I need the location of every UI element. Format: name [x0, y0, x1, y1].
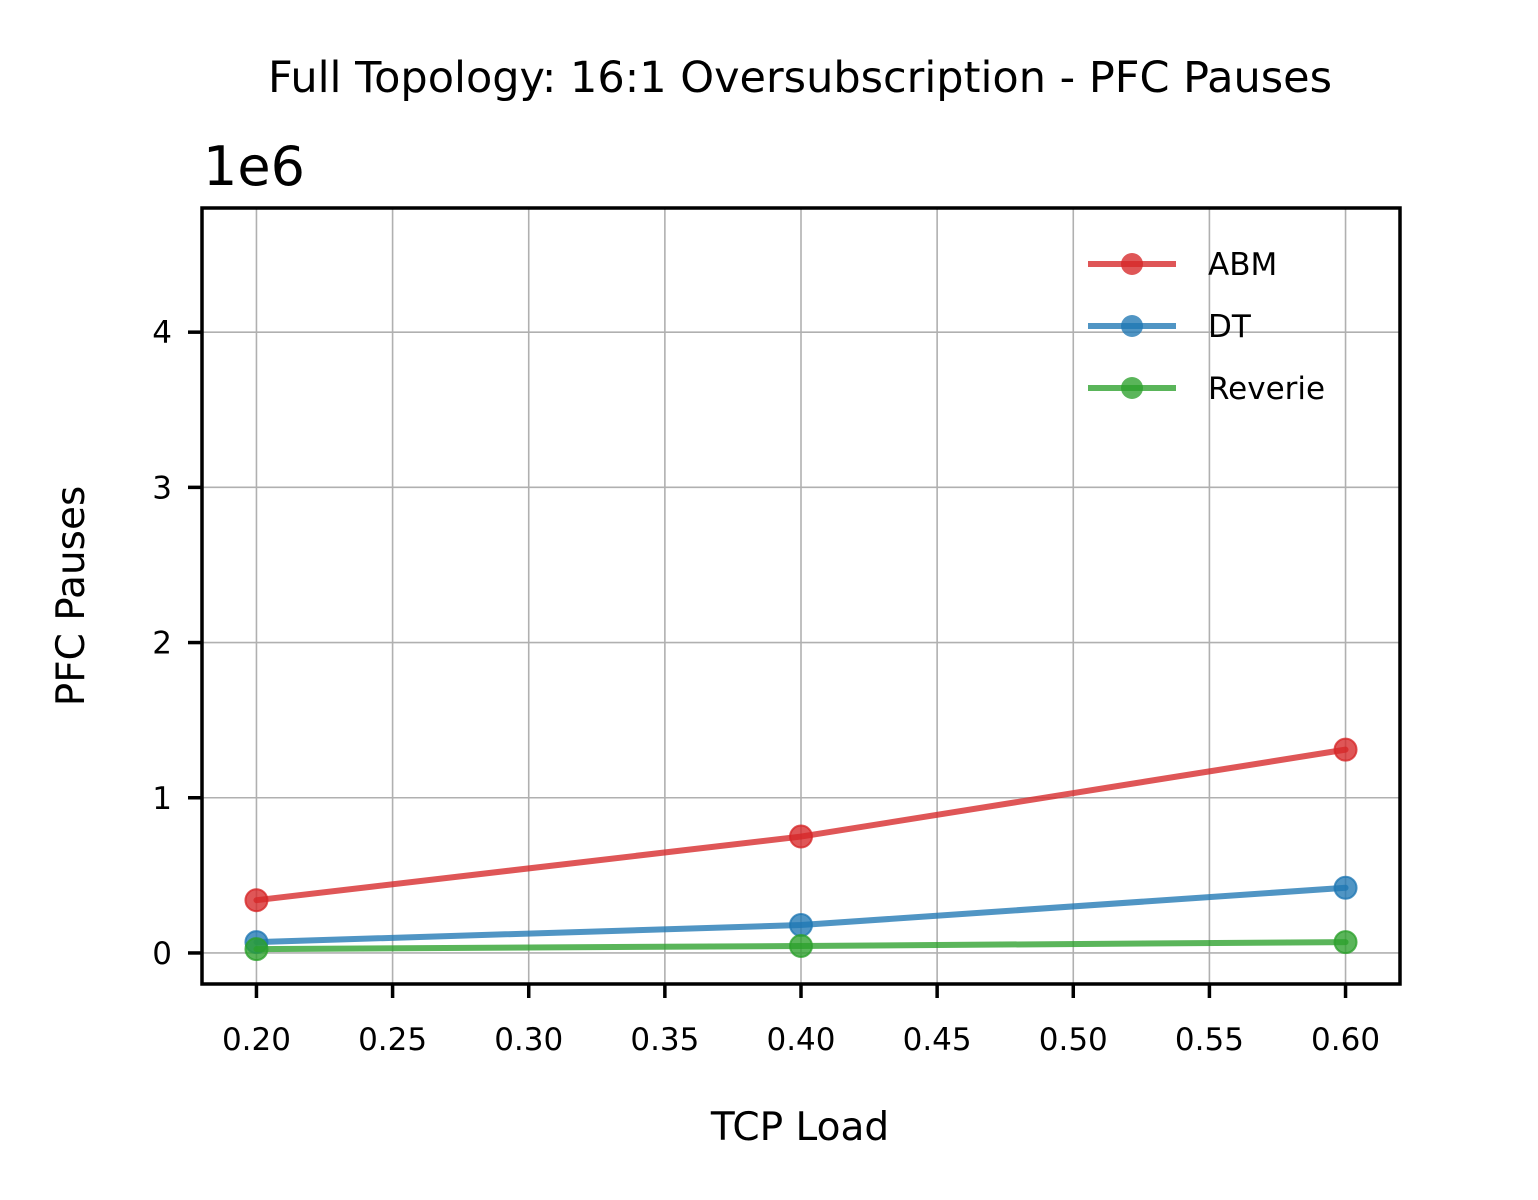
y-tick-label: 0	[152, 936, 172, 972]
legend: ABM DT Reverie	[1088, 247, 1325, 407]
axis-ticks: 0.20 0.25 0.30 0.35 0.40 0.45 0.50 0.55 0.60 0 1 2 3…	[152, 315, 1380, 1058]
x-tick-label: 0.55	[1175, 1022, 1244, 1058]
legend-item-reverie: Reverie	[1088, 371, 1325, 407]
x-tick-label: 0.40	[766, 1022, 835, 1058]
grid	[202, 208, 1400, 984]
series-reverie	[244, 930, 1358, 962]
x-tick-label: 0.60	[1311, 1022, 1380, 1058]
y-tick-label: 3	[152, 470, 172, 506]
legend-label: DT	[1208, 309, 1252, 345]
legend-label: ABM	[1208, 247, 1277, 283]
x-tick-label: 0.35	[630, 1022, 699, 1058]
data-point-dt	[1333, 875, 1358, 900]
y-tick-label: 1	[152, 781, 172, 817]
x-tick-label: 0.25	[358, 1022, 427, 1058]
y-tick-label: 4	[152, 315, 172, 351]
data-point-reverie	[789, 933, 813, 958]
x-tick-label: 0.50	[1039, 1022, 1108, 1058]
data-point-reverie	[1333, 930, 1358, 955]
legend-swatch-marker	[1121, 253, 1143, 275]
chart-title: Full Topology: 16:1 Oversubscription - P…	[268, 53, 1332, 103]
y-axis-label: PFC Pauses	[49, 486, 94, 707]
legend-item-abm: ABM	[1088, 247, 1277, 283]
x-axis-label: TCP Load	[710, 1105, 889, 1150]
data-point-abm	[1333, 737, 1358, 762]
x-tick-label: 0.30	[494, 1022, 563, 1058]
data-point-abm	[244, 888, 269, 913]
legend-swatch-marker	[1121, 377, 1143, 399]
y-tick-label: 2	[152, 626, 172, 662]
data-point-abm	[789, 824, 813, 849]
data-point-reverie	[244, 937, 269, 962]
x-tick-label: 0.20	[222, 1022, 291, 1058]
series-abm	[244, 737, 1358, 913]
y-axis-offset-label: 1e6	[203, 135, 305, 198]
series-layer	[244, 737, 1358, 962]
x-tick-label: 0.45	[903, 1022, 972, 1058]
legend-swatch-marker	[1121, 315, 1143, 337]
legend-item-dt: DT	[1088, 309, 1252, 345]
data-point-dt	[789, 913, 813, 938]
legend-label: Reverie	[1208, 371, 1325, 407]
